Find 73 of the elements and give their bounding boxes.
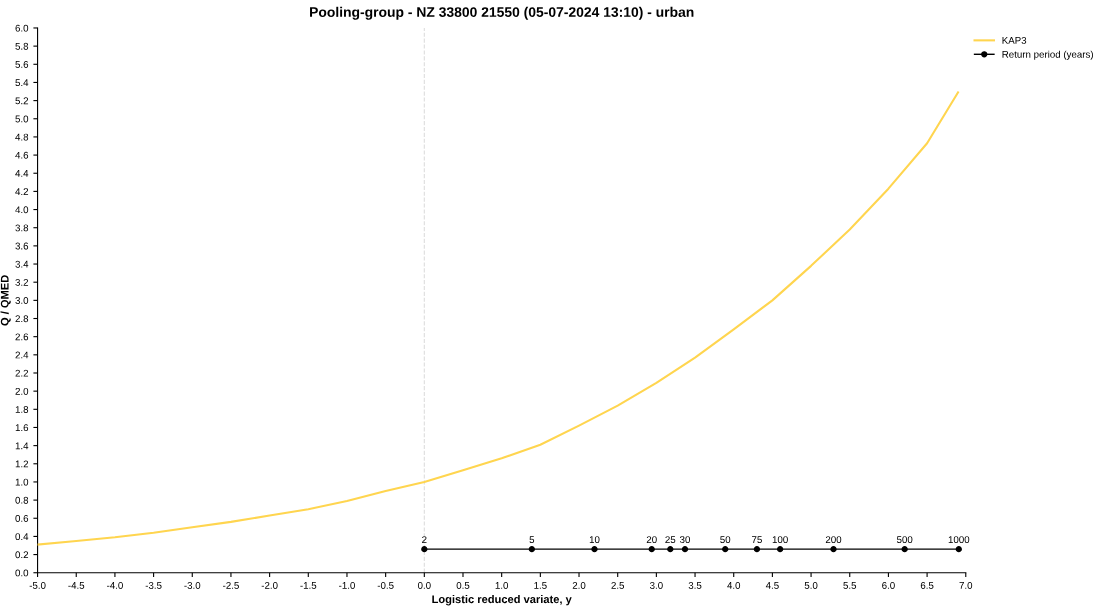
x-tick-label: 1.5 [534, 582, 547, 589]
legend-label: Return period (years) [1002, 50, 1093, 60]
y-tick-label: 4.6 [15, 151, 29, 159]
y-tick-label: 5.4 [15, 79, 29, 87]
x-tick-label: -2.5 [223, 582, 239, 589]
x-tick-label: 4.5 [765, 582, 779, 589]
annotation: 200 [825, 536, 842, 544]
y-tick-label: 3.6 [15, 242, 29, 250]
x-tick-label: 0.5 [456, 582, 470, 589]
y-tick-label: 0.6 [15, 514, 29, 522]
legend-label: KAP3 [1002, 36, 1027, 44]
y-tick-label: 1.4 [15, 442, 29, 450]
y-tick-label: 1.6 [15, 424, 29, 432]
x-tick-label: 0.0 [417, 582, 431, 589]
x-tick-label: 3.5 [688, 582, 702, 589]
y-tick-label: 5.2 [15, 97, 29, 105]
x-tick-label: 2.5 [611, 582, 625, 589]
y-tick-label: 1.2 [15, 460, 29, 468]
annotation: 20 [646, 536, 657, 544]
y-tick-label: 2.4 [15, 351, 29, 359]
x-tick-label: 5.5 [843, 582, 857, 589]
y-tick-label: 2.8 [15, 315, 29, 323]
x-tick-label: 1.0 [495, 582, 509, 589]
y-tick-label: 4.8 [15, 133, 29, 141]
annotation: 1000 [948, 536, 970, 544]
y-tick-label: 0.2 [15, 551, 29, 559]
x-tick-label: 4.0 [727, 582, 741, 589]
y-tick-label: 4.0 [15, 206, 29, 214]
y-tick-label: 0.8 [15, 496, 29, 504]
x-axis-title: Logistic reduced variate, y [432, 594, 572, 606]
annotation: 100 [772, 536, 788, 544]
annotation: 500 [896, 536, 913, 544]
x-tick-label: -1.0 [339, 582, 355, 589]
x-tick-label: 6.5 [920, 582, 934, 589]
annotation: 30 [679, 536, 691, 544]
x-tick-label: -4.0 [106, 582, 123, 589]
annotation: 25 [665, 536, 676, 544]
y-tick-label: 2.2 [15, 369, 29, 377]
y-tick-label: 0.4 [15, 533, 29, 541]
y-axis-title: Q / QMED [0, 275, 11, 326]
x-tick-label: 5.0 [804, 582, 818, 589]
x-tick-label: -2.0 [261, 582, 278, 589]
y-tick-label: 5.6 [15, 61, 29, 68]
x-tick-label: -1.5 [300, 582, 317, 589]
y-tick-label: 5.8 [15, 42, 29, 50]
y-tick-label: 4.4 [15, 170, 29, 177]
y-tick-label: 1.0 [15, 478, 29, 486]
annotation: 75 [752, 536, 762, 544]
x-tick-label: -4.5 [68, 582, 85, 589]
y-tick-label: 0.0 [15, 569, 29, 577]
y-tick-label: 1.8 [15, 406, 29, 413]
chart-title: Pooling-group - NZ 33800 21550 (05-07-2024 13:10) - urban [310, 6, 694, 20]
annotation: 2 [422, 536, 427, 543]
y-tick-label: 2.0 [15, 387, 29, 395]
x-tick-label: -3.5 [145, 582, 162, 589]
y-tick-label: 3.0 [15, 297, 29, 304]
y-tick-label: 3.8 [15, 224, 29, 232]
x-tick-label: -0.5 [377, 582, 394, 589]
y-tick-label: 3.2 [15, 278, 29, 286]
x-tick-label: 7.0 [959, 582, 973, 589]
annotation: 5 [529, 536, 535, 544]
y-tick-label: 4.2 [15, 188, 29, 195]
y-tick-label: 6.0 [15, 24, 29, 32]
annotation: 10 [589, 536, 600, 544]
y-tick-label: 3.4 [15, 260, 29, 268]
x-tick-label: -3.0 [184, 582, 201, 589]
x-tick-label: 3.0 [649, 582, 663, 589]
x-tick-label: -5.0 [29, 582, 46, 589]
annotation: 50 [720, 536, 731, 544]
y-tick-label: 5.0 [15, 115, 29, 123]
y-tick-label: 2.6 [15, 333, 29, 341]
x-tick-label: 2.0 [572, 582, 586, 589]
x-tick-label: 6.0 [882, 582, 895, 589]
